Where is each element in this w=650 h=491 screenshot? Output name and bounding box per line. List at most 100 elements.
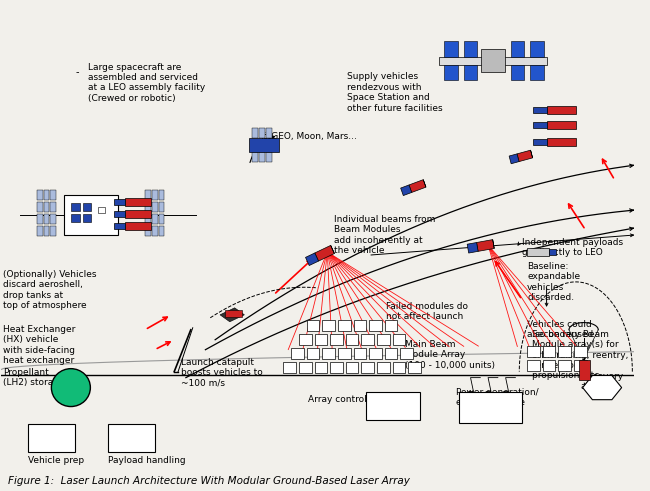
Polygon shape [530, 150, 532, 158]
Text: Launch catapult
boosts vehicles to
~100 m/s: Launch catapult boosts vehicles to ~100 … [181, 357, 263, 387]
Bar [377, 334, 389, 345]
Bar [159, 214, 164, 224]
Bar [400, 348, 413, 359]
Text: Propellant
(LH2) storage: Propellant (LH2) storage [3, 368, 64, 387]
Bar [108, 425, 155, 452]
Bar [299, 334, 311, 345]
Text: Independent payloads
go directly to LEO: Independent payloads go directly to LEO [522, 238, 623, 257]
Bar [366, 392, 420, 419]
Bar [225, 310, 242, 317]
Bar [509, 154, 519, 164]
Bar [527, 248, 549, 256]
Bar [114, 223, 125, 229]
Bar [98, 207, 105, 213]
Bar [37, 214, 43, 224]
Bar [145, 190, 151, 200]
Bar [346, 334, 358, 345]
Text: To GEO, Moon, Mars...: To GEO, Moon, Mars... [259, 132, 357, 141]
Bar [444, 41, 458, 56]
Bar [409, 180, 426, 192]
Polygon shape [493, 240, 494, 248]
Bar [369, 348, 382, 359]
Bar [306, 253, 318, 266]
Bar [527, 360, 540, 371]
Bar [64, 195, 118, 235]
Bar [510, 41, 524, 56]
Bar [307, 320, 319, 331]
Bar [558, 360, 571, 371]
Bar [393, 362, 405, 373]
Bar [44, 190, 49, 200]
Bar [549, 249, 556, 255]
Bar [400, 185, 411, 195]
Bar [338, 320, 350, 331]
Bar [533, 108, 547, 113]
Bar [322, 348, 335, 359]
Text: Heat Exchanger
(HX) vehicle
with side-facing
heat exchanger: Heat Exchanger (HX) vehicle with side-fa… [3, 325, 75, 365]
Bar [459, 392, 522, 424]
Bar [28, 425, 75, 452]
Bar [152, 214, 158, 224]
Bar [330, 362, 343, 373]
Bar [393, 334, 405, 345]
Bar [481, 49, 504, 73]
Text: Supply vehicles
rendezvous with
Space Station and
other future facilities: Supply vehicles rendezvous with Space St… [346, 73, 443, 113]
Bar [125, 210, 151, 218]
Bar [338, 348, 350, 359]
Bar [145, 226, 151, 236]
Bar [547, 138, 576, 146]
Bar [51, 226, 57, 236]
Bar [266, 152, 272, 162]
Text: Individual beams from
Beam Modules
add incoherently at
the vehicle: Individual beams from Beam Modules add i… [334, 215, 436, 255]
Text: Payload handling: Payload handling [108, 457, 185, 465]
Bar [439, 56, 547, 64]
Bar [44, 202, 49, 212]
Bar [71, 203, 80, 211]
Bar [315, 362, 327, 373]
Bar [125, 222, 151, 230]
Bar [259, 152, 265, 162]
Bar [152, 226, 158, 236]
Bar [369, 320, 382, 331]
Bar [530, 41, 543, 56]
Bar [476, 240, 494, 251]
Bar [71, 214, 80, 222]
Ellipse shape [51, 369, 90, 407]
Bar [533, 139, 547, 145]
Bar [114, 199, 125, 205]
Bar [299, 362, 311, 373]
Bar [574, 346, 586, 356]
Bar [51, 190, 57, 200]
Bar [145, 214, 151, 224]
Bar [467, 243, 478, 253]
Text: (Optionally) Vehicles
discard aeroshell,
drop tanks at
top of atmosphere: (Optionally) Vehicles discard aeroshell,… [3, 270, 96, 310]
Bar [385, 320, 397, 331]
Bar [408, 362, 421, 373]
Bar [249, 138, 278, 152]
Bar [517, 150, 532, 162]
Bar [83, 203, 92, 211]
Text: Vehicle prep: Vehicle prep [28, 457, 84, 465]
Bar [322, 320, 335, 331]
Bar [530, 64, 543, 81]
Bar [159, 226, 164, 236]
Polygon shape [423, 180, 426, 187]
Bar [307, 348, 319, 359]
Bar [377, 362, 389, 373]
Text: Power generation/
energy storage: Power generation/ energy storage [456, 387, 539, 407]
Bar [114, 211, 125, 217]
Polygon shape [220, 308, 244, 322]
Bar [354, 348, 366, 359]
Bar [463, 41, 477, 56]
Bar [83, 214, 92, 222]
Bar [51, 202, 57, 212]
Bar [574, 360, 586, 371]
Bar [361, 362, 374, 373]
Bar [266, 128, 272, 138]
Bar [558, 346, 571, 356]
Bar [510, 64, 524, 81]
Text: Baseline:
expandable
vehicles
discarded.: Baseline: expandable vehicles discarded. [527, 262, 580, 302]
Text: Secondary Beam
Module array(s) for
orbit raising, reentry,
rendezvous
propulsion: Secondary Beam Module array(s) for orbit… [532, 330, 629, 381]
Text: Main Beam
Module Array
(100 - 10,000 units): Main Beam Module Array (100 - 10,000 uni… [405, 340, 495, 370]
Bar [159, 190, 164, 200]
